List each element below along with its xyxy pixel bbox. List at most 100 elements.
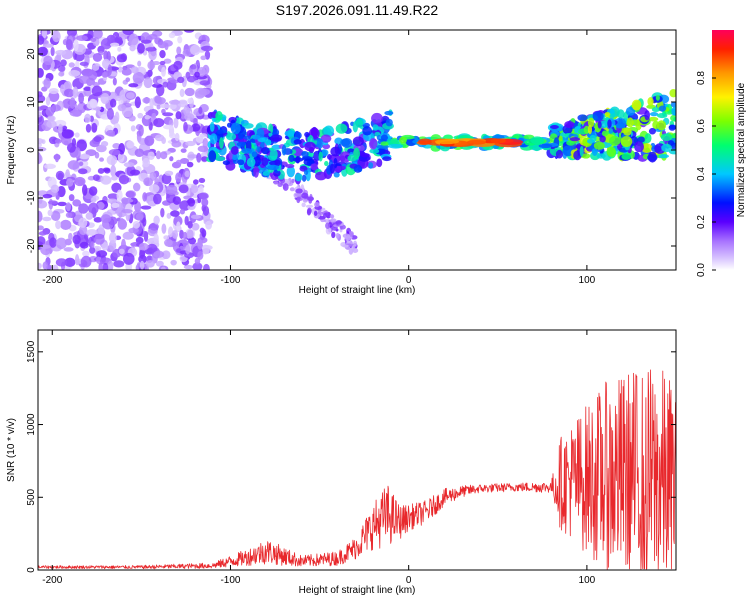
snr-x-tick-label: -100 <box>220 575 240 586</box>
noise-blob <box>68 232 73 241</box>
noise-blob <box>190 185 199 194</box>
noise-blob <box>147 151 155 160</box>
noise-blob <box>74 254 80 266</box>
noise-blob <box>183 264 194 270</box>
band-blob <box>222 160 230 166</box>
noise-blob <box>191 222 200 231</box>
noise-blob <box>100 175 112 185</box>
band-blob <box>257 137 266 143</box>
noise-blob <box>142 192 148 202</box>
noise-blob <box>176 221 181 232</box>
spectrogram-x-tick-label: 0 <box>406 275 412 286</box>
noise-blob <box>38 35 45 45</box>
noise-blob <box>143 77 153 89</box>
noise-blob <box>47 200 59 205</box>
band-blob <box>382 156 392 162</box>
noise-blob <box>128 33 139 46</box>
band-blob <box>288 154 295 162</box>
noise-blob <box>175 159 182 166</box>
band-blob <box>606 146 617 157</box>
branch-blob <box>294 193 302 197</box>
noise-blob <box>54 119 67 127</box>
noise-blob <box>199 133 208 138</box>
branch-blob <box>351 245 355 252</box>
noise-blob <box>187 97 194 104</box>
noise-blob <box>38 231 47 236</box>
branch-blob <box>273 181 279 185</box>
noise-blob <box>169 79 179 84</box>
noise-blob <box>132 71 145 84</box>
branch-blob <box>305 204 314 209</box>
branch-blob <box>335 232 340 239</box>
noise-blob <box>96 250 108 258</box>
noise-blob <box>100 93 110 105</box>
spectrogram-x-tick-label: -100 <box>220 275 240 286</box>
band-blob <box>569 137 581 142</box>
colorbar-gradient <box>712 30 734 270</box>
branch-blob <box>295 188 303 194</box>
spectrogram-x-ticks: -200 -100 0 100 <box>42 30 596 286</box>
band-blob <box>238 134 244 140</box>
noise-blob <box>176 46 182 55</box>
noise-blob <box>66 142 77 153</box>
noise-blob <box>74 147 81 160</box>
noise-blob <box>76 35 88 42</box>
noise-blob <box>197 239 203 250</box>
band-blob <box>564 120 575 129</box>
noise-blob <box>82 250 90 257</box>
noise-blob <box>100 140 109 147</box>
noise-blob <box>48 88 59 95</box>
noise-blob <box>98 224 105 237</box>
noise-blob <box>54 138 62 144</box>
snr-y-ticks: 0 500 1000 1500 <box>26 340 676 573</box>
spectrogram-y-ticks: -20 -10 0 10 20 <box>26 48 676 253</box>
noise-blob <box>170 259 177 266</box>
noise-blob <box>153 215 160 225</box>
noise-blob <box>106 129 116 137</box>
noise-blob <box>129 44 136 52</box>
band-blob <box>577 114 588 122</box>
noise-blob <box>184 170 190 178</box>
noise-blob <box>128 83 139 88</box>
noise-blob <box>151 83 163 88</box>
spectrogram-y-tick-label: 10 <box>26 96 37 108</box>
noise-blob <box>159 103 171 109</box>
colorbar-tick-label: 0.8 <box>696 71 707 85</box>
noise-blob <box>122 231 134 240</box>
band-blob <box>645 147 650 153</box>
band-blob <box>648 116 659 122</box>
noise-blob <box>110 175 118 181</box>
noise-blob <box>171 229 179 239</box>
band-blob <box>330 146 341 157</box>
noise-blob <box>169 156 174 162</box>
noise-blob <box>103 168 111 174</box>
noise-blob <box>201 244 210 255</box>
noise-blob <box>88 186 98 196</box>
noise-blob <box>83 86 92 91</box>
noise-blob <box>182 48 193 57</box>
noise-blob <box>156 104 161 110</box>
band-blob <box>376 158 383 168</box>
band-blob <box>615 123 626 129</box>
noise-blob <box>172 196 181 205</box>
noise-blob <box>74 132 80 138</box>
band-blob <box>593 141 605 150</box>
noise-blob <box>42 261 49 270</box>
band-blob <box>591 147 598 157</box>
spectrogram-marks <box>38 30 676 270</box>
noise-blob <box>159 60 166 66</box>
noise-blob <box>38 225 44 231</box>
noise-blob <box>91 64 100 71</box>
noise-blob <box>38 196 43 205</box>
noise-blob <box>174 132 180 142</box>
branch-blob <box>307 196 314 202</box>
noise-blob <box>168 99 181 105</box>
noise-blob <box>171 140 182 148</box>
band-blob <box>353 164 363 173</box>
band-blob <box>293 139 302 145</box>
noise-blob <box>121 197 129 204</box>
noise-blob <box>38 262 42 269</box>
band-blob <box>644 133 652 144</box>
band-blob <box>669 89 676 98</box>
